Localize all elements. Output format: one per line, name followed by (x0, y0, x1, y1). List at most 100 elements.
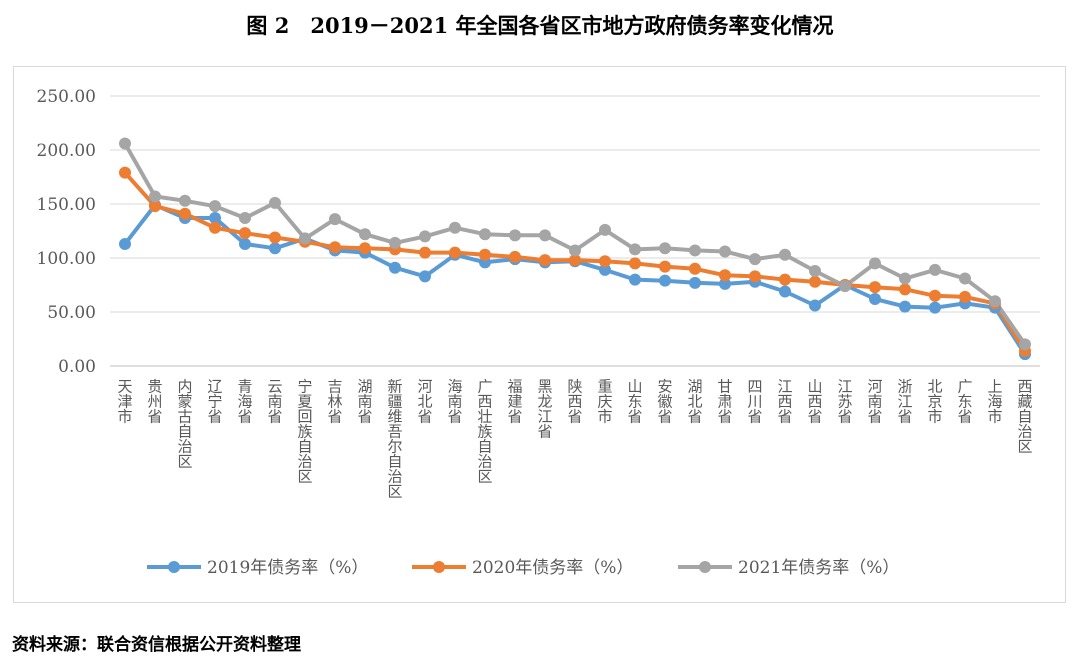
data-point (689, 276, 701, 289)
data-point (719, 269, 731, 282)
data-point (1019, 338, 1031, 351)
data-point (809, 299, 821, 312)
data-point (239, 237, 251, 250)
data-point (779, 273, 791, 286)
x-tick-label: 新疆维吾尔自治区 (387, 378, 402, 501)
legend-label: 2021年债务率（%） (738, 558, 899, 578)
x-tick-label: 上海市 (987, 378, 1002, 426)
data-point (419, 230, 431, 243)
x-tick-label: 青海省 (237, 378, 252, 426)
y-tick-label: 0.00 (58, 357, 96, 377)
y-tick-label: 200.00 (37, 141, 96, 161)
data-point (479, 228, 491, 241)
data-point (989, 295, 1001, 308)
data-point (119, 237, 131, 250)
data-point (779, 248, 791, 261)
data-point (689, 262, 701, 275)
x-tick-label: 河北省 (417, 378, 432, 426)
x-tick-label: 广西壮族自治区 (477, 378, 492, 486)
data-point (269, 196, 281, 209)
data-point (569, 244, 581, 257)
data-point (389, 236, 401, 249)
data-point (149, 190, 161, 203)
data-point (119, 166, 131, 179)
x-tick-label: 江苏省 (837, 378, 852, 426)
data-point (869, 293, 881, 306)
y-tick-label: 250.00 (37, 87, 96, 107)
data-point (539, 254, 551, 267)
x-tick-label: 西藏自治区 (1017, 378, 1032, 456)
data-point (629, 257, 641, 270)
data-point (449, 246, 461, 259)
x-tick-label: 吉林省 (327, 378, 342, 426)
data-point (239, 212, 251, 225)
x-tick-label: 辽宁省 (207, 378, 222, 426)
data-point (659, 260, 671, 273)
legend-swatch-marker (433, 561, 445, 573)
x-tick-label: 宁夏回族自治区 (297, 378, 312, 486)
x-tick-label: 山东省 (627, 378, 642, 426)
legend-label: 2020年债务率（%） (472, 558, 633, 578)
data-point (179, 194, 191, 207)
legend-swatch-marker (699, 561, 711, 573)
data-point (899, 300, 911, 313)
data-point (569, 254, 581, 267)
x-tick-label: 云南省 (267, 378, 282, 426)
data-point (299, 232, 311, 245)
data-point (659, 274, 671, 287)
source-note: 资料来源：联合资信根据公开资料整理 (12, 635, 301, 655)
data-point (179, 207, 191, 220)
data-point (419, 270, 431, 283)
data-point (479, 248, 491, 261)
x-tick-label: 河南省 (867, 378, 882, 426)
data-point (959, 290, 971, 303)
x-tick-label: 贵州省 (147, 378, 162, 426)
data-point (269, 231, 281, 244)
y-tick-label: 50.00 (47, 303, 96, 323)
data-point (509, 250, 521, 263)
data-point (539, 229, 551, 242)
data-point (899, 283, 911, 296)
x-tick-label: 江西省 (777, 378, 792, 426)
series-line-0 (123, 203, 1027, 356)
data-point (209, 221, 221, 234)
x-tick-label: 浙江省 (897, 378, 912, 426)
data-point (719, 277, 731, 290)
data-point (809, 275, 821, 288)
data-point (869, 281, 881, 294)
data-point (149, 200, 161, 213)
data-point (509, 229, 521, 242)
x-tick-label: 海南省 (447, 378, 462, 426)
data-point (869, 257, 881, 270)
data-point (449, 221, 461, 234)
legend-swatch-marker (168, 561, 180, 573)
data-point (929, 289, 941, 302)
data-point (419, 246, 431, 259)
data-point (329, 241, 341, 254)
data-point (599, 255, 611, 268)
data-point (599, 263, 611, 276)
data-point (689, 244, 701, 257)
x-tick-label: 四川省 (747, 378, 762, 426)
series-line-2 (123, 142, 1027, 346)
data-point (599, 223, 611, 236)
data-point (719, 245, 731, 258)
data-point (209, 200, 221, 213)
x-tick-label: 黑龙江省 (537, 378, 552, 441)
chart-frame (13, 66, 1066, 603)
y-tick-label: 150.00 (37, 195, 96, 215)
x-tick-label: 甘肃省 (717, 378, 732, 426)
data-point (749, 253, 761, 266)
data-point (629, 243, 641, 256)
data-point (629, 273, 641, 286)
chart-title: 图 2 2019－2021 年全国各省区市地方政府债务率变化情况 (246, 13, 834, 38)
data-point (809, 264, 821, 277)
data-point (839, 280, 851, 293)
x-tick-label: 北京市 (927, 378, 942, 426)
data-point (959, 272, 971, 285)
legend-label: 2019年债务率（%） (207, 558, 368, 578)
data-point (929, 263, 941, 276)
data-point (749, 270, 761, 283)
x-tick-label: 福建省 (507, 378, 522, 426)
